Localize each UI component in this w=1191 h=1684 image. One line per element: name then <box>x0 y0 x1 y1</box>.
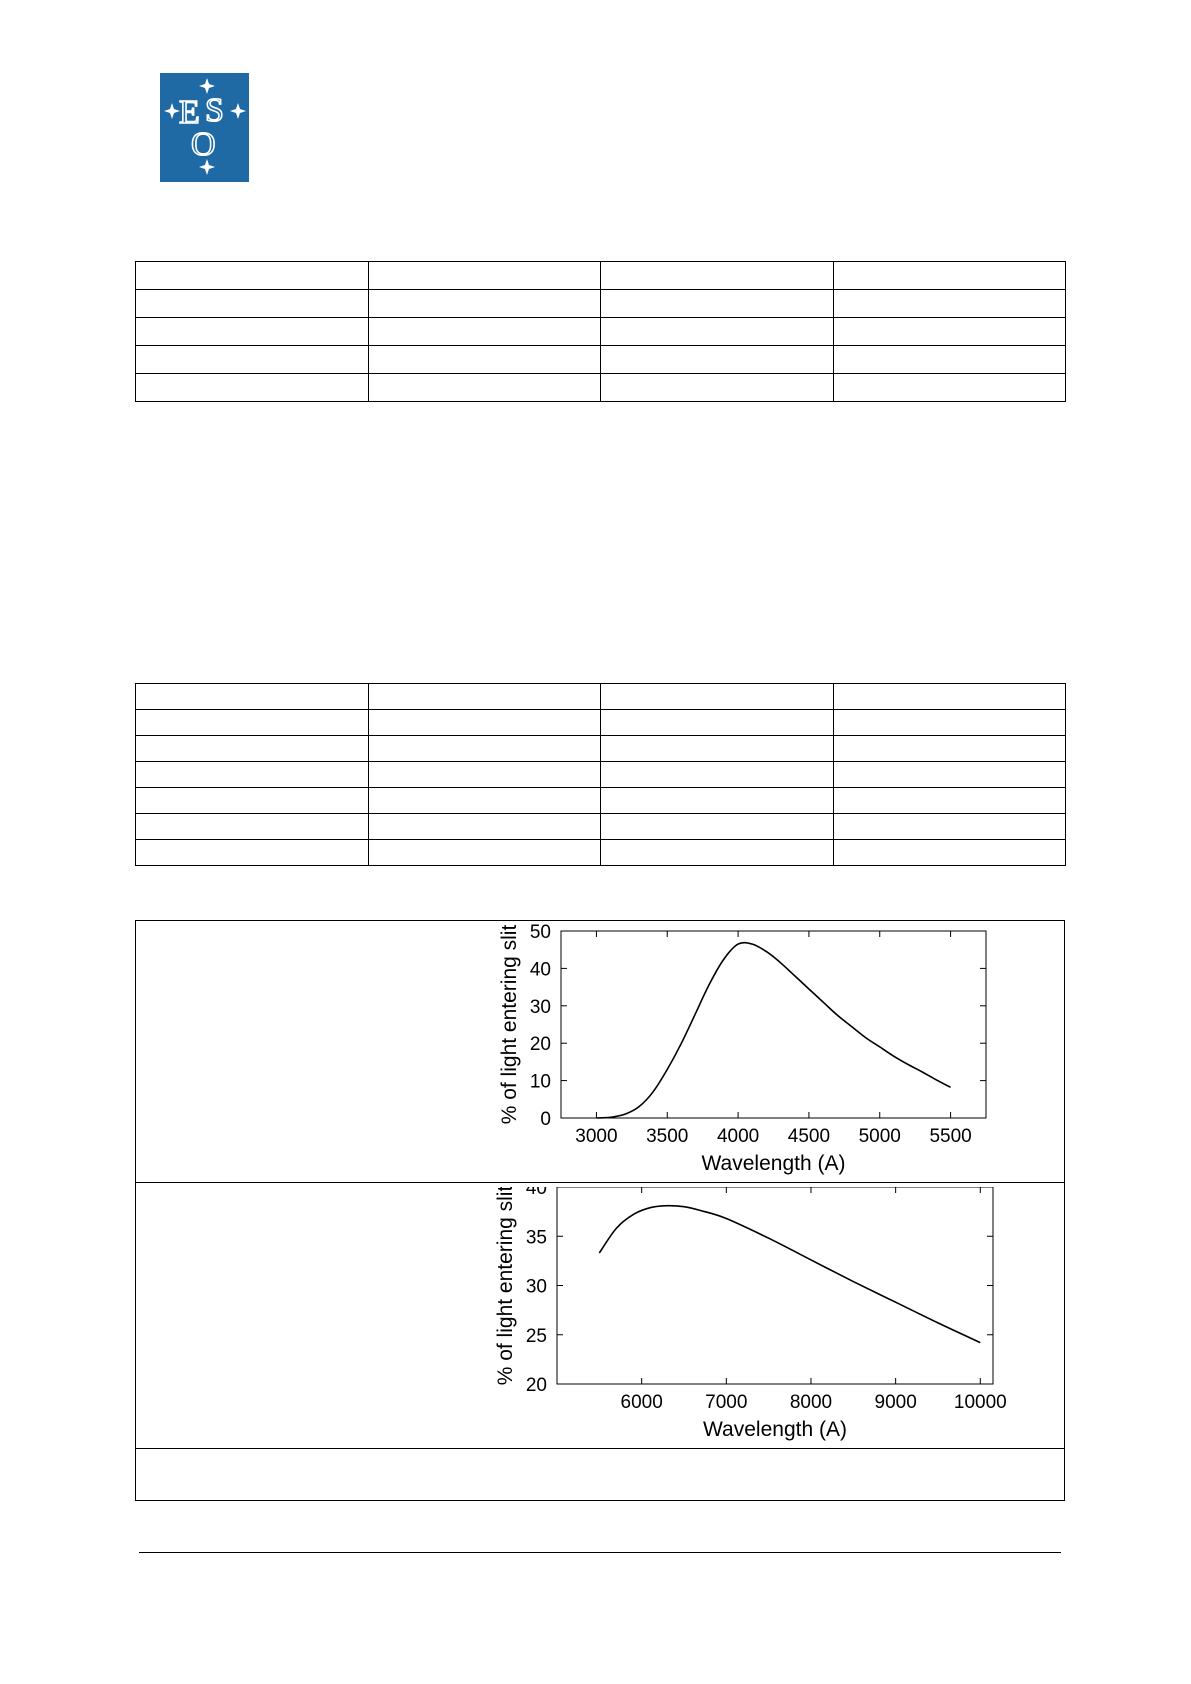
x-tick-label: 3000 <box>575 1126 617 1147</box>
figure-divider <box>136 1448 1064 1449</box>
svg-text:E: E <box>179 94 200 131</box>
x-tick-label: 7000 <box>705 1392 747 1413</box>
x-tick-label: 4500 <box>788 1126 830 1147</box>
x-tick-label: 8000 <box>790 1392 832 1413</box>
x-axis-label: Wavelength (A) <box>703 1418 847 1441</box>
table-row <box>135 373 1066 402</box>
y-tick-label: 0 <box>540 1109 551 1130</box>
x-tick-label: 5500 <box>929 1126 971 1147</box>
y-tick-label: 50 <box>530 922 551 943</box>
y-tick-label: 30 <box>526 1277 547 1298</box>
table-row <box>135 345 1066 374</box>
table-row <box>135 761 1066 788</box>
red-slit-chart: 6000 7000 8000 9000 10000 20 25 30 35 40 Wavelengt… <box>494 1187 1007 1441</box>
table-row <box>135 709 1066 736</box>
y-axis-label: % of light entering slit <box>498 925 521 1125</box>
parameter-table-1 <box>135 261 1066 402</box>
y-tick-label: 10 <box>530 1072 551 1093</box>
svg-text:O: O <box>191 126 216 163</box>
footer-rule <box>139 1552 1061 1553</box>
figure-table: 3000 3500 4000 4500 5000 5500 0 10 20 30 40 50 Wavel… <box>135 920 1065 1501</box>
x-tick-label: 5000 <box>859 1126 901 1147</box>
table-row <box>135 289 1066 318</box>
y-tick-label: 20 <box>526 1375 547 1396</box>
y-tick-label: 40 <box>530 959 551 980</box>
x-tick-label: 4000 <box>717 1126 759 1147</box>
y-tick-label: 20 <box>530 1034 551 1055</box>
table-row <box>135 317 1066 346</box>
table-row <box>135 683 1066 710</box>
y-tick-label: 30 <box>530 997 551 1018</box>
y-tick-label: 35 <box>526 1227 547 1248</box>
table-row <box>135 813 1066 840</box>
eso-logo: E S O <box>160 73 249 182</box>
plot-frame <box>560 930 987 1119</box>
parameter-table-2 <box>135 683 1066 866</box>
x-axis-label: Wavelength (A) <box>702 1152 846 1175</box>
eso-logo-mark: E S O <box>160 73 249 182</box>
y-tick-label: 40 <box>526 1187 547 1199</box>
x-tick-label: 3500 <box>646 1126 688 1147</box>
x-tick-label: 6000 <box>621 1392 663 1413</box>
series-line <box>598 1204 981 1344</box>
figure-divider <box>136 1182 1064 1183</box>
table-row <box>135 787 1066 814</box>
plot-frame <box>556 1187 994 1385</box>
table-row <box>135 735 1066 762</box>
x-tick-label: 9000 <box>875 1392 917 1413</box>
y-tick-label: 25 <box>526 1326 547 1347</box>
svg-text:S: S <box>205 92 224 129</box>
table-row <box>135 839 1066 866</box>
series-line <box>596 941 951 1119</box>
blue-slit-chart: 3000 3500 4000 4500 5000 5500 0 10 20 30 40 50 Wavel… <box>498 922 987 1175</box>
table-row <box>135 261 1066 290</box>
y-axis-label: % of light entering slit <box>494 1187 517 1385</box>
x-tick-label: 10000 <box>954 1392 1007 1413</box>
